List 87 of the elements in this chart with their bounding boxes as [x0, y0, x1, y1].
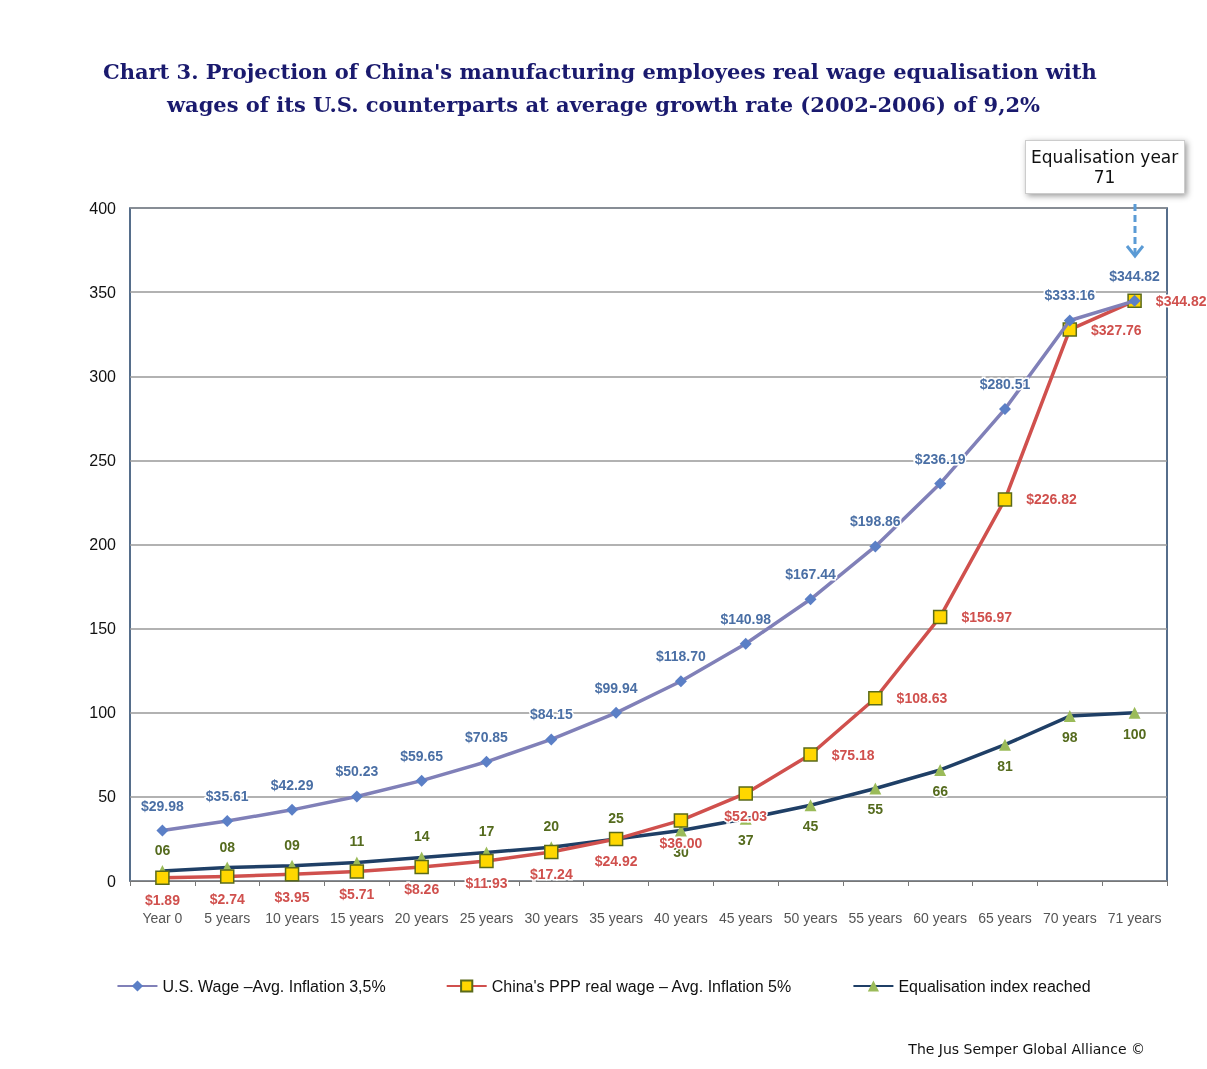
x-tick-label: 60 years	[913, 910, 968, 926]
data-label: $1.89	[144, 892, 181, 909]
data-label: 08	[219, 838, 236, 855]
data-label: 81	[997, 757, 1013, 774]
data-label: 100	[1122, 725, 1147, 742]
data-label: $24.92	[594, 853, 638, 870]
x-tick-label: 20 years	[394, 910, 449, 926]
data-label: $167.44	[785, 566, 837, 583]
x-tick-label: 50 years	[783, 910, 838, 926]
point	[1063, 314, 1076, 327]
point	[998, 403, 1011, 416]
point	[869, 540, 882, 553]
point	[674, 675, 687, 688]
data-label: 20	[543, 818, 560, 835]
data-label: $59.65	[400, 747, 444, 764]
x-tick-label: 15 years	[329, 910, 384, 926]
data-label: $17.24	[529, 866, 573, 883]
y-tick-label: 250	[89, 451, 117, 469]
text: The Jus Semper Global Alliance ©	[908, 1041, 1145, 1057]
x-tick-label: 70 years	[1042, 910, 1097, 926]
data-label: $70.85	[465, 728, 509, 745]
data-label: 98	[1061, 729, 1078, 746]
data-label: $108.63	[896, 690, 948, 707]
data-label: 55	[867, 801, 884, 818]
data-label: $140.98	[720, 610, 772, 627]
data-label: 25	[608, 809, 625, 826]
y-tick-label: 100	[89, 704, 117, 722]
x-tick-label: 10 years	[265, 910, 319, 926]
data-label: 66	[932, 782, 949, 799]
data-label: 37	[737, 831, 754, 848]
data-label: 14	[413, 828, 430, 845]
data-label: $8.26	[404, 881, 440, 898]
point	[934, 477, 947, 490]
y-tick-label: 200	[89, 536, 117, 553]
data-label: 06	[154, 841, 171, 858]
data-label: $29.98	[140, 797, 185, 814]
data-label: $99.94	[594, 679, 638, 696]
point	[350, 790, 363, 803]
data-label: $327.76	[1091, 321, 1142, 338]
data-label: 45	[802, 818, 819, 835]
data-label: $198.86	[850, 513, 901, 530]
data-label: $3.95	[274, 888, 310, 905]
x-tick-label: Year 0	[142, 910, 183, 926]
point	[545, 733, 558, 746]
x-tick-label: 25 years	[459, 910, 514, 926]
text: Equalisation year 71	[1024, 140, 1185, 194]
data-label: $84.15	[529, 706, 573, 723]
point	[156, 824, 169, 837]
data-label: $226.82	[1026, 491, 1078, 508]
y-tick-label: 0	[107, 872, 117, 890]
legend-label: Equalisation index reached	[898, 977, 1091, 995]
x-tick-label: 45 years	[718, 910, 773, 926]
x-tick-label: 55 years	[848, 910, 903, 926]
data-label: $2.74	[209, 890, 245, 907]
data-label: $5.71	[339, 885, 375, 902]
point	[480, 755, 493, 768]
data-label: $50.23	[335, 763, 379, 780]
y-tick-label: 50	[98, 788, 117, 806]
y-tick-label: 300	[89, 367, 117, 385]
data-label: 17	[478, 823, 495, 840]
legend-label: U.S. Wage –Avg. Inflation 3,5%	[162, 977, 386, 995]
x-tick-label: 5 years	[204, 910, 251, 926]
data-label: $333.16	[1044, 287, 1096, 304]
data-label: 09	[284, 836, 301, 853]
data-label: $344.82	[1109, 267, 1161, 284]
data-label: $118.70	[655, 648, 707, 665]
y-tick-label: 350	[89, 283, 117, 301]
chart-title: Chart 3. Projection of China's manufacturing employees real wage equalisation with wages of its U.S. counterparts at average growth rate (2002-2006) of 9,2%	[102, 59, 1105, 117]
point	[804, 593, 817, 606]
x-tick-label: 30 years	[524, 910, 579, 926]
point	[610, 706, 623, 719]
data-label: $156.97	[961, 608, 1013, 625]
x-tick-label: 65 years	[978, 910, 1032, 926]
x-tick-label: 35 years	[589, 910, 643, 926]
y-tick-label: 400	[89, 199, 117, 217]
point	[286, 803, 299, 816]
x-tick-label: 40 years	[654, 910, 708, 926]
point	[739, 637, 752, 650]
data-label: $42.29	[270, 776, 314, 793]
x-tick-label: 71 years	[1107, 910, 1162, 926]
legend-label: China's PPP real wage – Avg. Inflation 5%	[491, 977, 792, 995]
point	[415, 774, 428, 787]
data-label: $35.61	[205, 788, 249, 805]
point	[221, 815, 234, 828]
data-label: 11	[349, 833, 365, 850]
data-label: $75.18	[831, 746, 875, 763]
y-tick-label: 150	[89, 620, 117, 638]
